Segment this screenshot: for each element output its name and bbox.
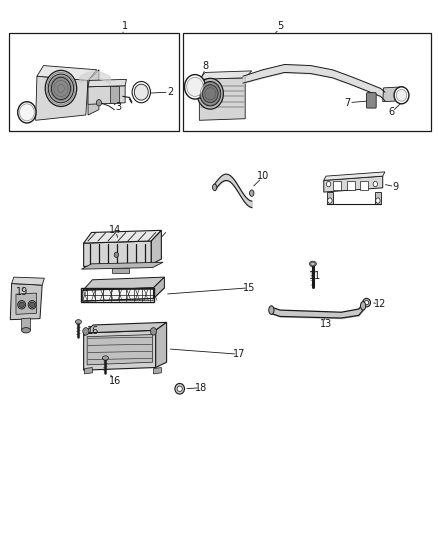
Text: 9: 9 <box>393 182 399 192</box>
Circle shape <box>326 181 331 187</box>
Polygon shape <box>35 76 88 120</box>
Ellipse shape <box>29 302 35 308</box>
Polygon shape <box>383 87 403 102</box>
Polygon shape <box>83 288 164 301</box>
Ellipse shape <box>28 301 36 309</box>
Bar <box>110 86 119 103</box>
Ellipse shape <box>177 386 182 391</box>
Circle shape <box>373 181 378 187</box>
Text: 16: 16 <box>87 326 99 336</box>
Ellipse shape <box>45 70 77 107</box>
Circle shape <box>150 328 156 335</box>
Polygon shape <box>81 262 163 269</box>
Text: 18: 18 <box>195 383 208 393</box>
Ellipse shape <box>175 383 184 394</box>
Ellipse shape <box>269 306 274 314</box>
Ellipse shape <box>19 302 24 308</box>
Circle shape <box>328 198 332 203</box>
Text: 8: 8 <box>203 61 209 70</box>
Ellipse shape <box>48 74 74 103</box>
Polygon shape <box>16 293 36 314</box>
Ellipse shape <box>363 298 371 307</box>
Bar <box>360 181 368 190</box>
Bar <box>183 33 431 131</box>
Text: 4: 4 <box>29 106 35 116</box>
Polygon shape <box>153 368 161 374</box>
Ellipse shape <box>75 320 81 324</box>
Ellipse shape <box>19 104 34 121</box>
Polygon shape <box>88 79 127 87</box>
FancyBboxPatch shape <box>367 93 376 108</box>
Ellipse shape <box>212 184 217 190</box>
Polygon shape <box>153 277 164 298</box>
Polygon shape <box>11 284 42 320</box>
Ellipse shape <box>187 77 203 96</box>
Ellipse shape <box>102 356 109 360</box>
Text: 11: 11 <box>309 271 321 281</box>
Text: 12: 12 <box>374 298 386 309</box>
Polygon shape <box>155 322 166 368</box>
Text: 2: 2 <box>167 87 173 97</box>
Polygon shape <box>199 71 252 79</box>
Bar <box>81 288 153 302</box>
Bar <box>347 181 355 190</box>
Polygon shape <box>84 322 166 333</box>
Ellipse shape <box>132 82 150 103</box>
Ellipse shape <box>202 85 218 103</box>
Polygon shape <box>83 277 164 290</box>
Text: 10: 10 <box>257 171 269 181</box>
Text: 3: 3 <box>116 102 122 112</box>
Circle shape <box>83 328 89 335</box>
Polygon shape <box>88 70 99 115</box>
Polygon shape <box>151 230 161 264</box>
Ellipse shape <box>360 302 366 310</box>
Ellipse shape <box>184 75 205 99</box>
Bar <box>333 181 341 190</box>
Ellipse shape <box>394 87 409 104</box>
Ellipse shape <box>134 84 148 100</box>
Polygon shape <box>37 66 97 80</box>
Ellipse shape <box>250 190 254 196</box>
Polygon shape <box>12 277 44 285</box>
Text: 16: 16 <box>109 376 121 386</box>
Polygon shape <box>83 288 153 301</box>
Ellipse shape <box>18 102 36 123</box>
Ellipse shape <box>197 78 223 109</box>
Polygon shape <box>84 241 151 266</box>
Ellipse shape <box>364 301 369 305</box>
Text: 14: 14 <box>109 225 121 236</box>
Text: 19: 19 <box>15 287 28 297</box>
Polygon shape <box>21 318 30 330</box>
Text: 17: 17 <box>233 349 245 359</box>
Polygon shape <box>324 172 385 180</box>
Text: 1: 1 <box>122 21 128 31</box>
Polygon shape <box>324 176 383 192</box>
Ellipse shape <box>18 301 25 309</box>
Text: 13: 13 <box>320 319 332 329</box>
Text: 7: 7 <box>345 98 351 108</box>
Text: 15: 15 <box>244 283 256 293</box>
Bar <box>9 33 179 131</box>
Ellipse shape <box>51 77 71 100</box>
Ellipse shape <box>200 82 221 106</box>
Circle shape <box>114 252 119 257</box>
Polygon shape <box>84 330 155 370</box>
Circle shape <box>96 100 102 106</box>
Polygon shape <box>88 86 125 104</box>
Circle shape <box>376 198 380 203</box>
Ellipse shape <box>309 261 316 266</box>
Polygon shape <box>199 78 245 120</box>
Polygon shape <box>84 230 161 243</box>
Ellipse shape <box>396 90 407 101</box>
Polygon shape <box>85 368 92 374</box>
Polygon shape <box>375 192 381 204</box>
Bar <box>112 268 130 273</box>
Polygon shape <box>87 335 152 365</box>
Ellipse shape <box>311 262 315 265</box>
Polygon shape <box>327 192 332 204</box>
Ellipse shape <box>21 328 30 333</box>
Text: 5: 5 <box>277 21 283 31</box>
Text: 6: 6 <box>389 107 395 117</box>
